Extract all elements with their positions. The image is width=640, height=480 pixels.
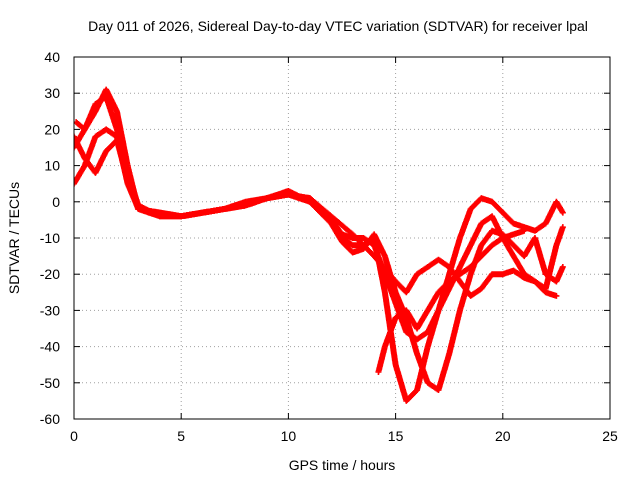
series-markers	[382, 316, 399, 349]
data-point	[553, 292, 560, 299]
series-markers	[125, 182, 141, 211]
series-markers	[446, 308, 463, 356]
series-markers	[457, 243, 473, 269]
series-markers	[532, 279, 548, 295]
series-markers	[468, 286, 484, 299]
series-markers	[340, 239, 355, 255]
series-markers	[371, 232, 388, 258]
series-markers	[479, 243, 495, 259]
series-markers	[554, 265, 566, 284]
x-tick-label: 10	[281, 428, 297, 444]
series-markers	[329, 214, 355, 237]
series-markers	[372, 254, 398, 284]
y-tick-label: 0	[52, 194, 60, 210]
series-markers	[103, 87, 120, 113]
x-axis-title: GPS time / hours	[289, 457, 396, 473]
series-markers	[425, 308, 441, 334]
series-markers	[82, 102, 98, 132]
data-point	[559, 263, 566, 270]
y-tick-label: 30	[44, 85, 60, 101]
series-markers	[479, 228, 495, 248]
series-markers	[511, 254, 527, 276]
series-markers	[114, 135, 131, 186]
series-markers	[361, 235, 376, 248]
y-tick-label: 20	[44, 121, 60, 137]
series-markers	[479, 272, 495, 291]
series-markers	[93, 149, 109, 175]
data-point	[559, 209, 566, 216]
series-markers	[543, 243, 559, 291]
x-tick-label: 0	[70, 428, 78, 444]
series-markers	[553, 225, 566, 247]
series-markers	[350, 232, 377, 259]
series-markers	[457, 207, 474, 240]
series-markers	[414, 352, 431, 385]
y-tick-label: -20	[40, 266, 60, 282]
axis-ticks: 0 5 10 15 20 25 -60 -50 -40 -30 -20 -10 0 10 20 30 40	[40, 49, 618, 444]
series-markers	[382, 272, 399, 305]
series-markers	[532, 236, 549, 276]
y-tick-label: -30	[40, 302, 60, 318]
series-markers	[435, 352, 452, 392]
series-markers	[329, 218, 345, 237]
series-markers	[82, 135, 98, 168]
series-markers	[500, 210, 516, 226]
series-markers	[414, 308, 430, 331]
y-axis-title: SDTVAR / TECUs	[6, 182, 22, 294]
series-markers	[74, 134, 88, 161]
series-markers	[489, 214, 506, 240]
series-markers	[468, 254, 484, 269]
data-point	[559, 224, 566, 231]
series-markers	[468, 196, 484, 212]
series-markers	[436, 287, 452, 313]
series-track-5	[375, 227, 528, 375]
series-markers	[468, 221, 484, 247]
data-point	[521, 227, 528, 234]
series-markers	[425, 290, 441, 313]
series-markers	[457, 279, 473, 298]
y-tick-label: 10	[44, 158, 60, 174]
series-markers	[308, 199, 334, 222]
y-tick-label: -50	[40, 375, 60, 391]
series-markers	[415, 264, 430, 277]
data-markers	[74, 86, 566, 404]
series-markers	[393, 279, 409, 295]
y-tick-label: -40	[40, 339, 60, 355]
series-markers	[511, 268, 526, 280]
series-markers	[104, 127, 119, 139]
series-track-4	[74, 126, 560, 299]
x-tick-label: 20	[495, 428, 511, 444]
series-markers	[458, 264, 473, 277]
series-markers	[490, 199, 505, 215]
y-tick-label: -10	[40, 230, 60, 246]
series-markers	[308, 196, 334, 219]
chart-title: Day 011 of 2026, Sidereal Day-to-day VTE…	[88, 18, 588, 34]
x-tick-label: 25	[602, 428, 618, 444]
y-tick-label: -60	[40, 411, 60, 427]
series-markers	[404, 272, 420, 295]
x-tick-label: 15	[388, 428, 404, 444]
series-markers	[243, 195, 269, 208]
series-markers	[103, 95, 120, 131]
series-markers	[436, 279, 452, 295]
series-markers	[74, 163, 87, 186]
series-markers	[393, 363, 409, 403]
x-tick-label: 5	[177, 428, 185, 444]
y-tick-label: 40	[44, 49, 60, 65]
series-markers	[404, 388, 420, 403]
